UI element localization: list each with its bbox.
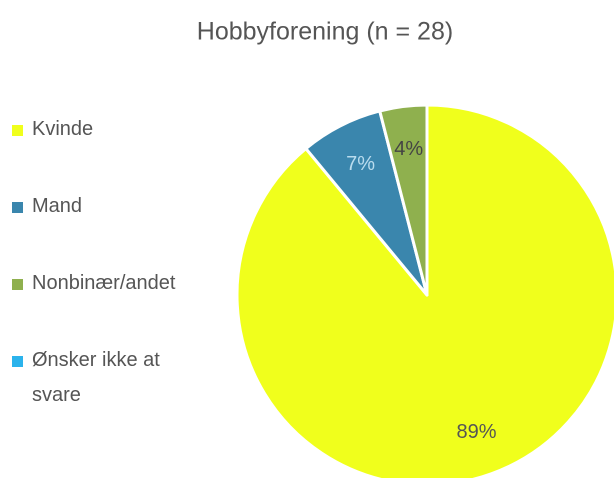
legend-label: Nonbinær/andet [32, 272, 176, 294]
legend-item: Nonbinær/andet [12, 266, 212, 343]
legend-swatch [12, 279, 23, 290]
legend-item: Kvinde [12, 112, 212, 189]
data-label: 89% [457, 421, 497, 443]
legend-label: Ønsker ikke at svare [32, 349, 160, 406]
legend-swatch [12, 125, 23, 136]
legend-swatch [12, 356, 23, 367]
legend-item: Ønsker ikke at svare [12, 343, 212, 420]
pie-slice [378, 103, 429, 297]
chart-title: Hobbyforening (n = 28) [197, 18, 453, 46]
legend: Kvinde Mand Nonbinær/andet Ønsker ikke at s… [12, 112, 212, 420]
legend-item: Mand [12, 189, 212, 266]
pie-slice [235, 103, 614, 478]
legend-swatch [12, 202, 23, 213]
data-label: 7% [346, 153, 375, 175]
data-label: 4% [394, 138, 423, 160]
legend-label: Kvinde [32, 118, 94, 140]
legend-label: Mand [32, 195, 83, 217]
